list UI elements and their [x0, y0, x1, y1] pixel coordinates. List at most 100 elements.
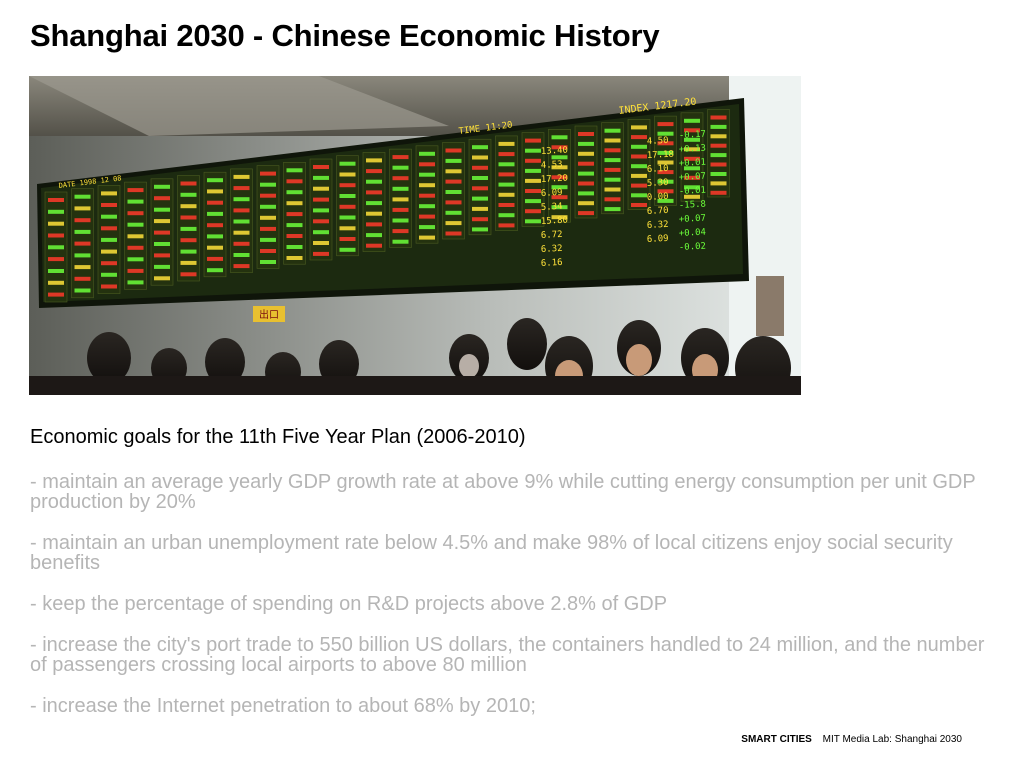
board-led-row	[366, 211, 382, 216]
board-led-row	[710, 143, 727, 148]
board-price-value: 4.50	[647, 136, 669, 147]
board-led-row	[207, 200, 223, 205]
board-led-row	[631, 173, 647, 178]
board-led-row	[710, 124, 727, 129]
board-led-row	[233, 186, 250, 191]
exit-sign	[253, 306, 285, 322]
board-led-row	[286, 190, 303, 195]
board-led-row	[48, 280, 64, 285]
board-led-row	[154, 196, 170, 201]
board-led-row	[207, 268, 223, 273]
board-led-row	[101, 284, 117, 289]
board-led-row	[154, 207, 170, 212]
board-led-row	[313, 175, 329, 180]
board-led-row	[684, 156, 700, 161]
board-led-row	[101, 203, 117, 207]
board-led-row	[551, 155, 568, 160]
board-led-row	[631, 203, 647, 207]
board-led-row	[48, 221, 64, 226]
board-led-row	[74, 276, 91, 281]
board-led-row	[578, 161, 594, 166]
board-led-row	[551, 135, 568, 140]
board-led-row	[445, 158, 462, 163]
board-led-row	[233, 253, 250, 257]
board-led-row	[525, 158, 541, 163]
board-led-row	[604, 207, 621, 212]
board-led-row	[339, 172, 356, 177]
board-led-row	[286, 234, 303, 238]
board-led-row	[525, 178, 541, 183]
board-led-row	[710, 172, 727, 176]
board-led-row	[48, 233, 64, 238]
board-led-row	[74, 218, 91, 223]
board-led-row	[74, 206, 91, 211]
board-led-row	[419, 172, 435, 177]
board-led-row	[551, 145, 568, 150]
board-led-row	[74, 288, 91, 293]
board-led-row	[684, 166, 700, 171]
board-price-value: 0.00	[647, 192, 669, 203]
board-led-row	[392, 186, 409, 191]
board-led-row	[313, 219, 329, 224]
board-led-row	[180, 272, 197, 277]
board-led-row	[286, 212, 303, 217]
board-led-row	[313, 165, 329, 169]
board-led-row	[154, 219, 170, 224]
board-led-row	[233, 230, 250, 235]
board-led-row	[445, 169, 462, 174]
board-led-row	[48, 198, 64, 202]
ceiling-beam	[29, 76, 449, 136]
board-change-value: -0.17	[679, 130, 707, 141]
board-led-row	[657, 131, 674, 136]
board-led-row	[74, 194, 91, 199]
board-led-row	[472, 217, 488, 222]
board-led-row	[498, 141, 515, 146]
board-led-row	[313, 251, 329, 256]
board-led-row	[472, 206, 488, 211]
board-led-row	[578, 171, 594, 176]
board-price-value: 4.53	[541, 160, 563, 171]
board-led-row	[604, 177, 621, 182]
board-led-row	[101, 191, 117, 196]
board-led-row	[525, 148, 541, 153]
board-led-row	[525, 168, 541, 173]
board-led-row	[207, 256, 223, 261]
board-led-row	[604, 187, 621, 192]
board-led-row	[392, 197, 409, 202]
board-led-row	[472, 155, 488, 160]
board-price-value: 6.32	[541, 244, 563, 255]
board-led-row	[472, 165, 488, 170]
board-led-row	[445, 190, 462, 194]
board-led-row	[154, 230, 170, 235]
board-led-row	[180, 238, 197, 243]
board-led-row	[392, 229, 409, 234]
board-led-row	[657, 150, 674, 155]
board-led-row	[260, 260, 276, 264]
board-led-row	[233, 174, 250, 179]
goal-unemployment: - maintain an urban unemployment rate be…	[30, 532, 953, 574]
board-led-row	[74, 265, 91, 270]
board-led-row	[392, 207, 409, 212]
board-led-row	[419, 151, 435, 156]
board-led-row	[154, 184, 170, 189]
board-led-row	[101, 272, 117, 277]
board-led-row	[684, 194, 700, 199]
board-price-value: 6.32	[647, 220, 669, 231]
exit-sign-text: 出口	[259, 308, 279, 321]
board-led-row	[498, 182, 515, 187]
board-led-row	[445, 200, 462, 205]
door	[756, 276, 784, 336]
board-led-row	[604, 148, 621, 153]
board-led-row	[339, 194, 356, 198]
board-led-row	[339, 161, 356, 166]
board-led-row	[445, 148, 462, 153]
goal-gdp-growth: - maintain an average yearly GDP growth …	[30, 471, 976, 513]
board-led-row	[313, 208, 329, 213]
board-led-row	[286, 223, 303, 228]
board-led-row	[631, 135, 647, 140]
board-led-row	[233, 241, 250, 246]
board-led-row	[260, 171, 276, 176]
board-led-row	[286, 201, 303, 206]
board-led-row	[498, 223, 515, 228]
board-led-row	[578, 132, 594, 136]
